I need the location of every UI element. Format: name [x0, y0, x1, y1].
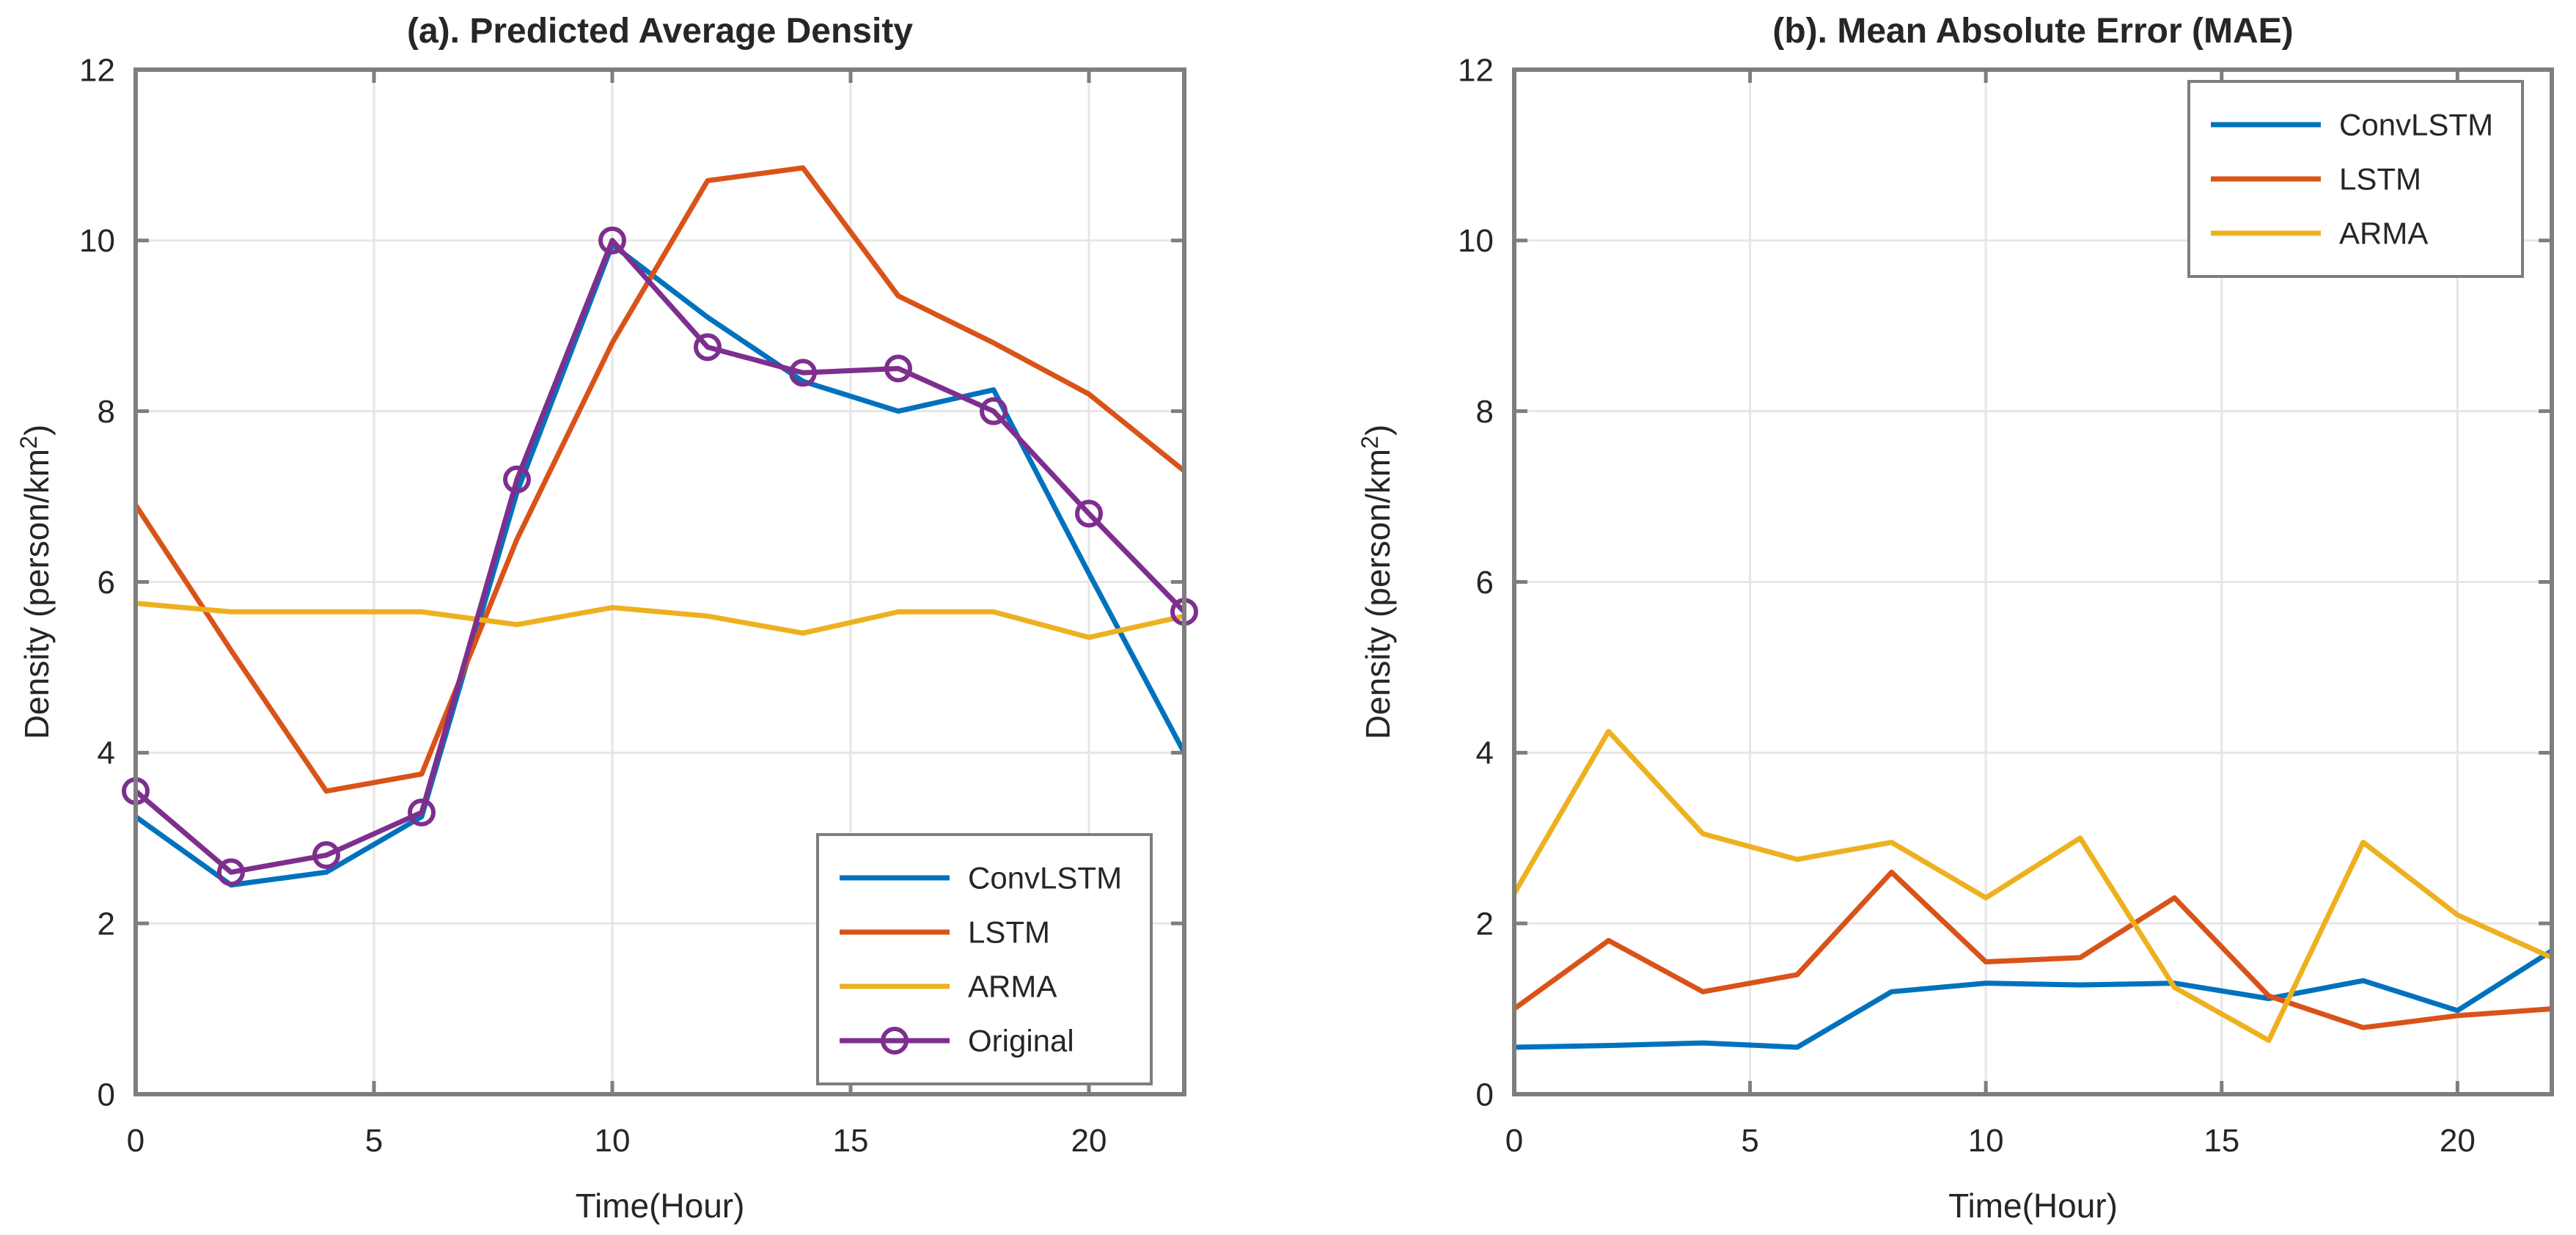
series-line-lstm — [1512, 869, 2553, 1030]
data-point-marker-original — [884, 354, 912, 383]
data-point-marker-original — [980, 397, 1008, 425]
x-tick-label: 20 — [2440, 1123, 2476, 1159]
x-tick-label: 15 — [833, 1123, 869, 1159]
x-tick-label: 10 — [1968, 1123, 2004, 1159]
legend-entry-convlstm: ConvLSTM — [2339, 108, 2493, 142]
series-line-convlstm — [133, 242, 1187, 888]
y-tick-label: 2 — [98, 906, 115, 942]
plot-b-mean-absolute-error: 0 5 10 15 20 0 2 4 6 8 10 12 (b). Mean Absolute Erro… — [1357, 12, 2554, 1225]
y-tick-label: 0 — [98, 1077, 115, 1113]
legend-sample-marker-original — [881, 1027, 909, 1055]
x-tick-label: 20 — [1071, 1123, 1107, 1159]
y-tick-label: 4 — [1476, 736, 1494, 772]
legend-entry-original: Original — [968, 1024, 1074, 1058]
x-tick-label: 5 — [1741, 1123, 1758, 1159]
data-point-marker-original — [408, 798, 436, 827]
data-point-marker-original — [312, 841, 340, 870]
y-axis-label-main: Density (person/km — [18, 449, 56, 739]
y-axis-label-main: Density (person/km — [1359, 449, 1397, 739]
y-tick-label: 10 — [1458, 223, 1494, 259]
y-axis-label-close: ) — [18, 425, 56, 436]
plot-title: (b). Mean Absolute Error (MAE) — [1772, 12, 2293, 51]
x-tick-label: 10 — [595, 1123, 631, 1159]
data-point-marker-original — [217, 858, 245, 887]
data-point-marker-original — [503, 465, 531, 494]
series-line-arma — [135, 601, 1185, 640]
x-tick-label: 0 — [1505, 1123, 1523, 1159]
y-axis-label-superscript: 2 — [1357, 436, 1383, 449]
legend-entry-lstm: LSTM — [968, 915, 1050, 950]
x-tick-label: 0 — [127, 1123, 144, 1159]
y-tick-label: 12 — [1458, 52, 1494, 88]
series-line-arma — [1511, 728, 2553, 1044]
legend-entry-arma: ARMA — [2339, 216, 2428, 251]
x-tick-label: 15 — [2203, 1123, 2239, 1159]
legend-entry-convlstm: ConvLSTM — [968, 861, 1122, 895]
y-axis-label-close: ) — [1359, 425, 1397, 436]
x-axis-label: Time(Hour) — [1948, 1187, 2118, 1225]
y-tick-label: 12 — [79, 52, 115, 88]
data-point-marker-original — [789, 359, 817, 387]
data-point-marker-original — [598, 226, 626, 254]
legend-entry-lstm: LSTM — [2339, 162, 2421, 197]
y-tick-label: 6 — [1476, 565, 1494, 601]
data-point-marker-original — [1075, 499, 1103, 528]
data-point-marker-original — [694, 333, 722, 362]
y-axis-label: Density (person/km2) — [1357, 425, 1397, 739]
y-axis-label-superscript: 2 — [15, 436, 42, 449]
y-tick-label: 8 — [98, 394, 115, 430]
series-line-lstm — [133, 165, 1186, 794]
y-tick-label: 6 — [98, 565, 115, 601]
series-line-convlstm — [1513, 948, 2553, 1050]
y-tick-label: 0 — [1476, 1077, 1494, 1113]
y-tick-label: 10 — [79, 223, 115, 259]
plot-a-predicted-average-density: 0 5 10 15 20 0 2 4 6 8 10 12 (a). Predicted Average … — [15, 12, 1198, 1225]
y-tick-label: 8 — [1476, 394, 1494, 430]
plot-title: (a). Predicted Average Density — [407, 12, 913, 51]
x-tick-label: 5 — [365, 1123, 383, 1159]
y-axis-label: Density (person/km2) — [15, 425, 56, 739]
series-line-original — [133, 238, 1186, 875]
legend-entry-arma: ARMA — [968, 970, 1057, 1004]
y-tick-label: 4 — [98, 736, 115, 772]
y-tick-label: 2 — [1476, 906, 1494, 942]
x-axis-label: Time(Hour) — [576, 1187, 745, 1225]
